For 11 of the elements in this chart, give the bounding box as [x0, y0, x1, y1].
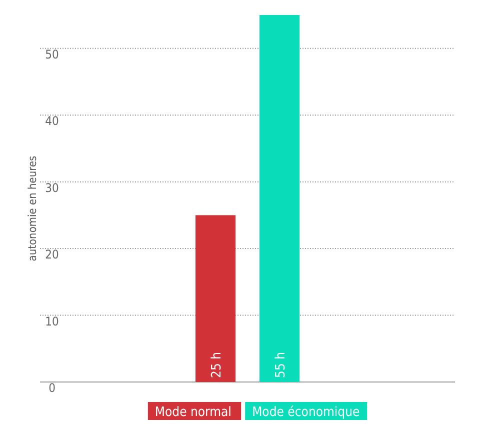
y-tick-label: 30: [45, 180, 59, 195]
series-label: Mode économique: [252, 405, 360, 420]
y-tick-label: 40: [45, 114, 59, 128]
data-label: 55 h: [274, 352, 288, 378]
y-tick-label: 20: [45, 248, 59, 262]
y-tick-label: 50: [45, 47, 59, 62]
series-label: Mode normal: [154, 405, 232, 420]
data-label: 25 h: [210, 352, 224, 378]
y-tick-label: 10: [45, 314, 59, 328]
y-tick-label: 0: [48, 381, 56, 395]
y-axis-title: autonomie en heures: [26, 156, 39, 262]
